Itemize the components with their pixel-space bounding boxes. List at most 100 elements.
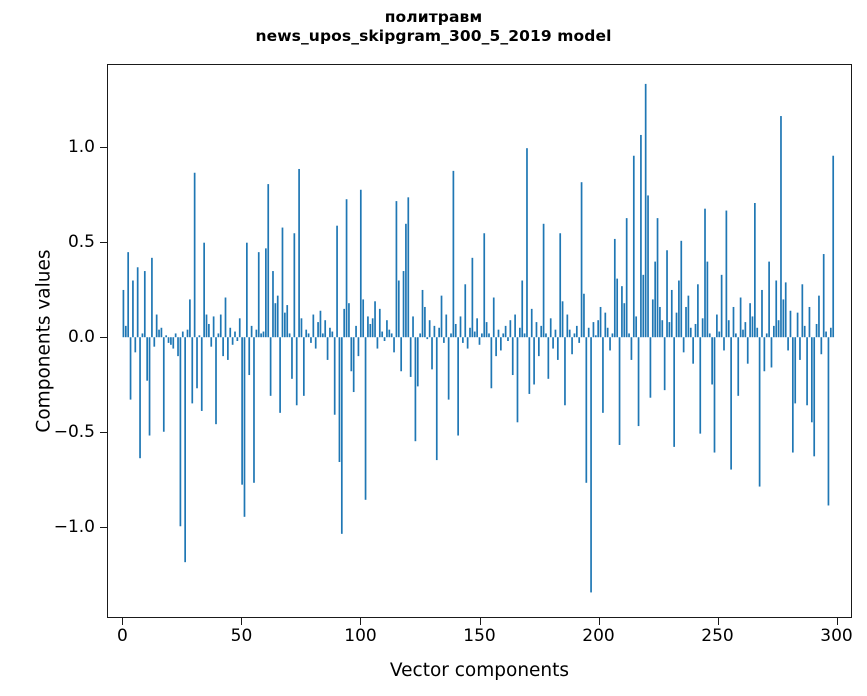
bar: [177, 337, 179, 357]
x-tick-mark: [836, 618, 838, 625]
x-tick-mark: [479, 618, 481, 625]
bar: [374, 301, 376, 338]
bar: [775, 280, 778, 338]
bar: [243, 337, 246, 517]
plot-axes: [107, 64, 852, 618]
bar: [170, 337, 172, 345]
bar: [644, 83, 647, 338]
bar: [822, 254, 825, 338]
y-axis-label: Components values: [33, 249, 55, 433]
bar: [231, 337, 234, 345]
bar: [611, 333, 614, 338]
bar: [129, 337, 132, 400]
bar: [272, 271, 274, 338]
bar: [386, 320, 388, 338]
x-tick-mark: [598, 618, 600, 625]
y-tick-label: −0.5: [53, 422, 95, 443]
bar: [162, 337, 165, 432]
bar: [516, 337, 519, 423]
bar: [511, 337, 514, 376]
bar-chart-svg: [122, 83, 835, 593]
bar: [440, 295, 443, 338]
y-tick-mark: [100, 242, 107, 244]
bar: [260, 333, 262, 338]
bar: [803, 325, 806, 338]
bar: [450, 333, 452, 338]
bar: [725, 210, 728, 338]
bar: [321, 333, 324, 338]
bar: [298, 168, 300, 338]
bar: [670, 289, 673, 338]
bar: [647, 195, 649, 338]
bar: [507, 337, 509, 341]
y-tick-labels: 1.0 0.5 0.0 −0.5 −1.0: [0, 0, 95, 696]
bar: [246, 242, 248, 338]
bar: [276, 295, 279, 338]
bar: [141, 333, 144, 338]
bar: [424, 306, 426, 338]
bar: [635, 316, 638, 338]
bar: [464, 284, 467, 338]
bar: [808, 306, 811, 338]
bar: [367, 316, 369, 338]
bar: [666, 250, 668, 338]
bar: [419, 333, 422, 338]
bar: [535, 322, 538, 338]
bar: [628, 333, 630, 338]
bar: [238, 318, 241, 338]
bar: [478, 337, 481, 345]
bar: [143, 271, 146, 338]
bar: [269, 337, 272, 396]
bar: [806, 337, 808, 406]
bar: [580, 182, 583, 338]
bar: [796, 312, 799, 338]
bar: [227, 337, 229, 360]
bar: [751, 316, 754, 338]
x-tick-mark: [717, 618, 719, 625]
bar: [661, 320, 664, 338]
bar: [594, 335, 597, 338]
bar: [768, 261, 770, 338]
bar: [616, 278, 619, 338]
bar: [234, 331, 236, 338]
bar: [483, 233, 486, 338]
bar: [224, 297, 227, 338]
bar: [476, 318, 478, 338]
bar: [393, 337, 395, 353]
bar: [186, 329, 189, 338]
bar: [708, 333, 711, 338]
bar: [378, 308, 381, 338]
bar: [165, 335, 168, 338]
y-tick-mark: [100, 432, 107, 434]
bar: [312, 314, 315, 338]
bar: [279, 337, 281, 413]
bar: [326, 337, 329, 360]
y-tick-label: 0.5: [67, 232, 95, 253]
bar: [533, 337, 535, 385]
bar: [198, 335, 201, 338]
bar: [526, 148, 528, 338]
bar: [678, 280, 680, 338]
y-tick-mark: [100, 526, 107, 528]
bar: [495, 337, 497, 357]
bar: [758, 337, 761, 487]
bar: [689, 327, 692, 338]
bar: [283, 312, 286, 338]
bar: [727, 320, 730, 338]
bar: [343, 308, 346, 338]
bar: [369, 323, 372, 338]
bar: [340, 337, 343, 534]
bar: [772, 325, 775, 338]
bar: [832, 155, 835, 338]
bar: [196, 337, 198, 389]
bar: [514, 314, 516, 338]
bar-series-container: [108, 65, 851, 617]
bar: [587, 327, 590, 338]
bar: [189, 299, 191, 338]
bar: [659, 306, 661, 338]
bar: [371, 318, 374, 338]
bar: [813, 337, 816, 457]
bar: [756, 327, 759, 338]
x-tick-mark: [241, 618, 243, 625]
bar: [720, 274, 723, 338]
